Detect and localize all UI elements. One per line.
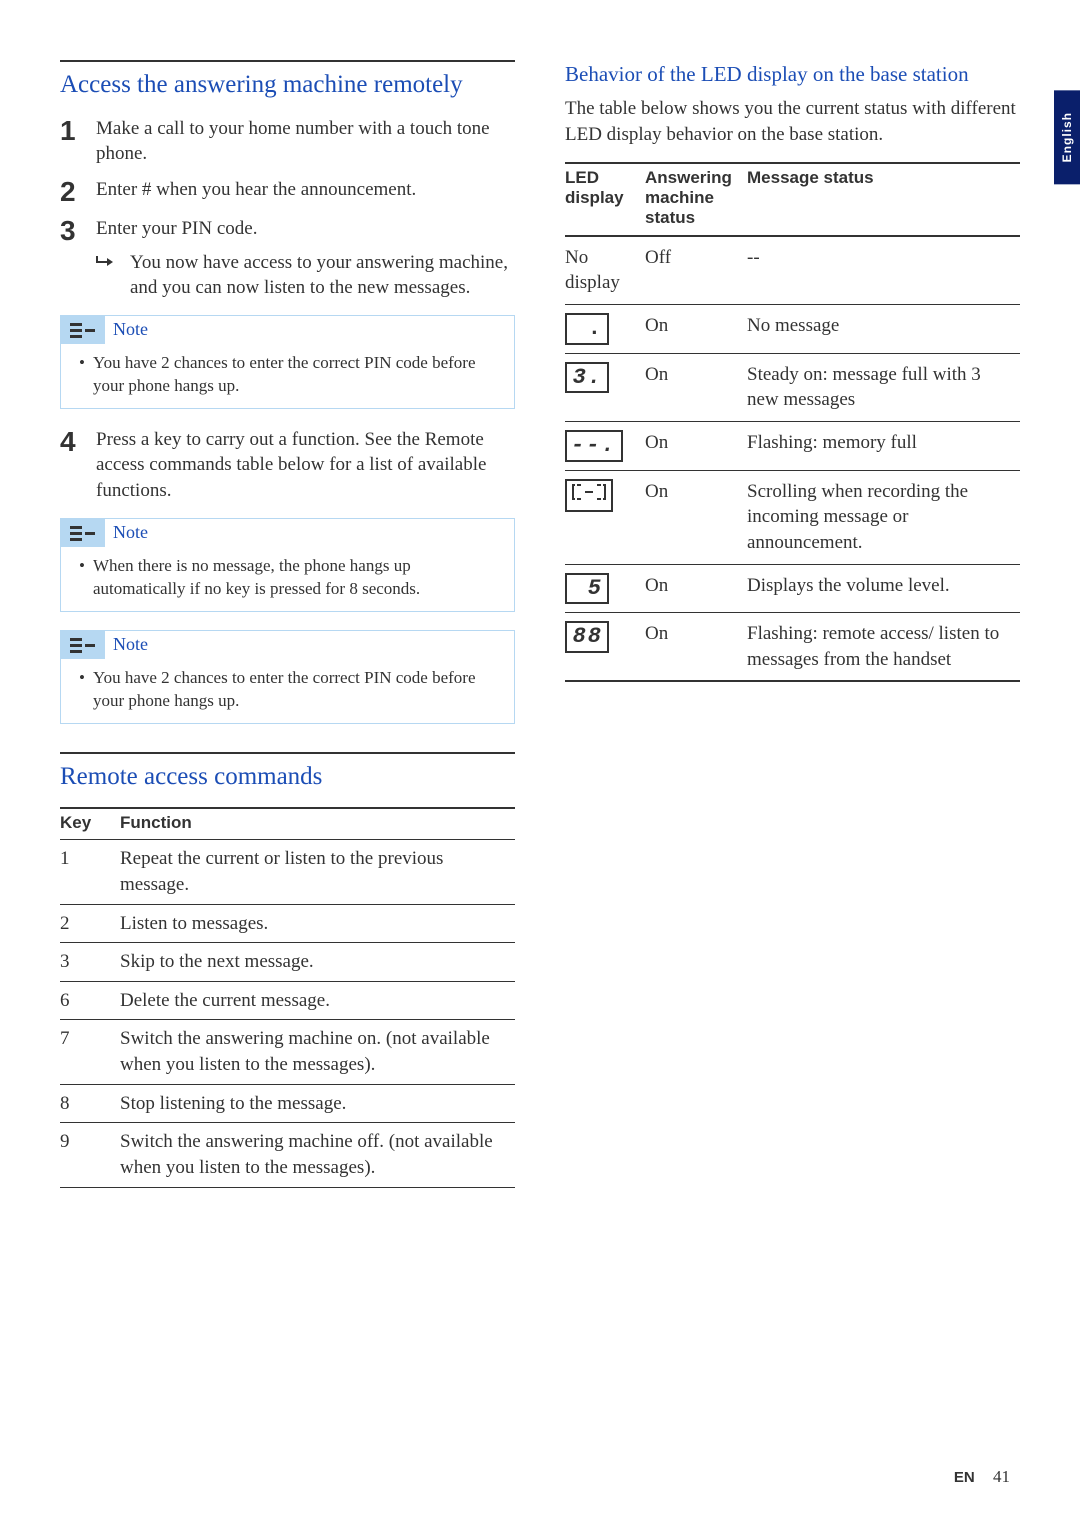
page-footer: EN 41 xyxy=(954,1467,1010,1487)
step-number: 1 xyxy=(60,116,96,145)
language-tab: English xyxy=(1054,90,1080,184)
step-item: 1Make a call to your home number with a … xyxy=(60,116,515,167)
led-msg-cell: -- xyxy=(747,236,1020,305)
table-row: 6Delete the current message. xyxy=(60,981,515,1020)
commands-table: Key Function 1Repeat the current or list… xyxy=(60,807,515,1187)
step-item: 3Enter your PIN code.You now have access… xyxy=(60,216,515,301)
table-row: 5OnDisplays the volume level. xyxy=(565,564,1020,613)
led-intro: The table below shows you the current st… xyxy=(565,96,1020,147)
step-item: 4Press a key to carry out a function. Se… xyxy=(60,427,515,504)
cmd-function: Repeat the current or listen to the prev… xyxy=(120,840,515,904)
cmd-function: Switch the answering machine off. (not a… xyxy=(120,1123,515,1187)
table-row: 9Switch the answering machine off. (not … xyxy=(60,1123,515,1187)
led-table: LED display Answering machine status Mes… xyxy=(565,162,1020,683)
led-display-cell: No display xyxy=(565,236,645,305)
note-box: Note•You have 2 chances to enter the cor… xyxy=(60,630,515,724)
led-display-cell: 5 xyxy=(565,564,645,613)
th-function: Function xyxy=(120,808,515,840)
footer-pagenum: 41 xyxy=(993,1467,1010,1486)
step-item: 2Enter # when you hear the announcement. xyxy=(60,177,515,206)
cmd-function: Switch the answering machine on. (not av… xyxy=(120,1020,515,1084)
note-box: Note•When there is no message, the phone… xyxy=(60,518,515,612)
note-title: Note xyxy=(113,522,148,543)
right-column: Behavior of the LED display on the base … xyxy=(565,60,1020,1188)
cmd-key: 7 xyxy=(60,1020,120,1084)
heading-commands: Remote access commands xyxy=(60,760,515,794)
step-text: Press a key to carry out a function. See… xyxy=(96,427,515,504)
cmd-key: 8 xyxy=(60,1084,120,1123)
led-ans-cell: On xyxy=(645,613,747,682)
cmd-key: 3 xyxy=(60,943,120,982)
table-row: 2Listen to messages. xyxy=(60,904,515,943)
cmd-function: Listen to messages. xyxy=(120,904,515,943)
table-row: 7Switch the answering machine on. (not a… xyxy=(60,1020,515,1084)
led-msg-cell: Steady on: message full with 3 new messa… xyxy=(747,353,1020,421)
led-ans-cell: On xyxy=(645,564,747,613)
led-display-cell: --. xyxy=(565,422,645,471)
note-title: Note xyxy=(113,319,148,340)
cmd-function: Skip to the next message. xyxy=(120,943,515,982)
step-text: Enter # when you hear the announcement. xyxy=(96,177,515,203)
table-row: 88OnFlashing: remote access/ listen to m… xyxy=(565,613,1020,682)
cmd-key: 2 xyxy=(60,904,120,943)
led-ans-cell: On xyxy=(645,470,747,564)
led-msg-cell: Flashing: memory full xyxy=(747,422,1020,471)
table-row: 1Repeat the current or listen to the pre… xyxy=(60,840,515,904)
note-icon xyxy=(61,316,105,344)
led-msg-cell: Displays the volume level. xyxy=(747,564,1020,613)
cmd-function: Delete the current message. xyxy=(120,981,515,1020)
note-title: Note xyxy=(113,634,148,655)
cmd-key: 1 xyxy=(60,840,120,904)
step-number: 4 xyxy=(60,427,96,456)
step-subtext: You now have access to your answering ma… xyxy=(130,250,515,301)
note-box: Note•You have 2 chances to enter the cor… xyxy=(60,315,515,409)
led-display-cell: . xyxy=(565,305,645,354)
step-number: 3 xyxy=(60,216,96,245)
cmd-key: 6 xyxy=(60,981,120,1020)
led-msg-cell: Scrolling when recording the incoming me… xyxy=(747,470,1020,564)
led-ans-cell: Off xyxy=(645,236,747,305)
table-row: .OnNo message xyxy=(565,305,1020,354)
led-display-cell: 88 xyxy=(565,613,645,682)
heading-led-behavior: Behavior of the LED display on the base … xyxy=(565,60,1020,88)
th-led-display: LED display xyxy=(565,163,645,236)
note-icon xyxy=(61,631,105,659)
step-number: 2 xyxy=(60,177,96,206)
note-text: When there is no message, the phone hang… xyxy=(93,555,504,601)
led-display-cell: 3. xyxy=(565,353,645,421)
note-text: You have 2 chances to enter the correct … xyxy=(93,352,504,398)
footer-lang: EN xyxy=(954,1469,975,1486)
led-msg-cell: Flashing: remote access/ listen to messa… xyxy=(747,613,1020,682)
table-row: 3Skip to the next message. xyxy=(60,943,515,982)
step-text: Enter your PIN code.You now have access … xyxy=(96,216,515,301)
table-row: 3.OnSteady on: message full with 3 new m… xyxy=(565,353,1020,421)
th-answering: Answering machine status xyxy=(645,163,747,236)
table-row: No displayOff-- xyxy=(565,236,1020,305)
heading-remote-access: Access the answering machine remotely xyxy=(60,68,515,102)
table-row: 8Stop listening to the message. xyxy=(60,1084,515,1123)
arrow-icon xyxy=(96,250,130,301)
step-text: Make a call to your home number with a t… xyxy=(96,116,515,167)
note-icon xyxy=(61,519,105,547)
led-ans-cell: On xyxy=(645,305,747,354)
led-ans-cell: On xyxy=(645,353,747,421)
cmd-key: 9 xyxy=(60,1123,120,1187)
table-row: OnScrolling when recording the incoming … xyxy=(565,470,1020,564)
led-msg-cell: No message xyxy=(747,305,1020,354)
cmd-function: Stop listening to the message. xyxy=(120,1084,515,1123)
led-display-cell xyxy=(565,470,645,564)
left-column: Access the answering machine remotely 1M… xyxy=(60,60,515,1188)
th-message-status: Message status xyxy=(747,163,1020,236)
table-row: --.OnFlashing: memory full xyxy=(565,422,1020,471)
note-text: You have 2 chances to enter the correct … xyxy=(93,667,504,713)
led-ans-cell: On xyxy=(645,422,747,471)
th-key: Key xyxy=(60,808,120,840)
